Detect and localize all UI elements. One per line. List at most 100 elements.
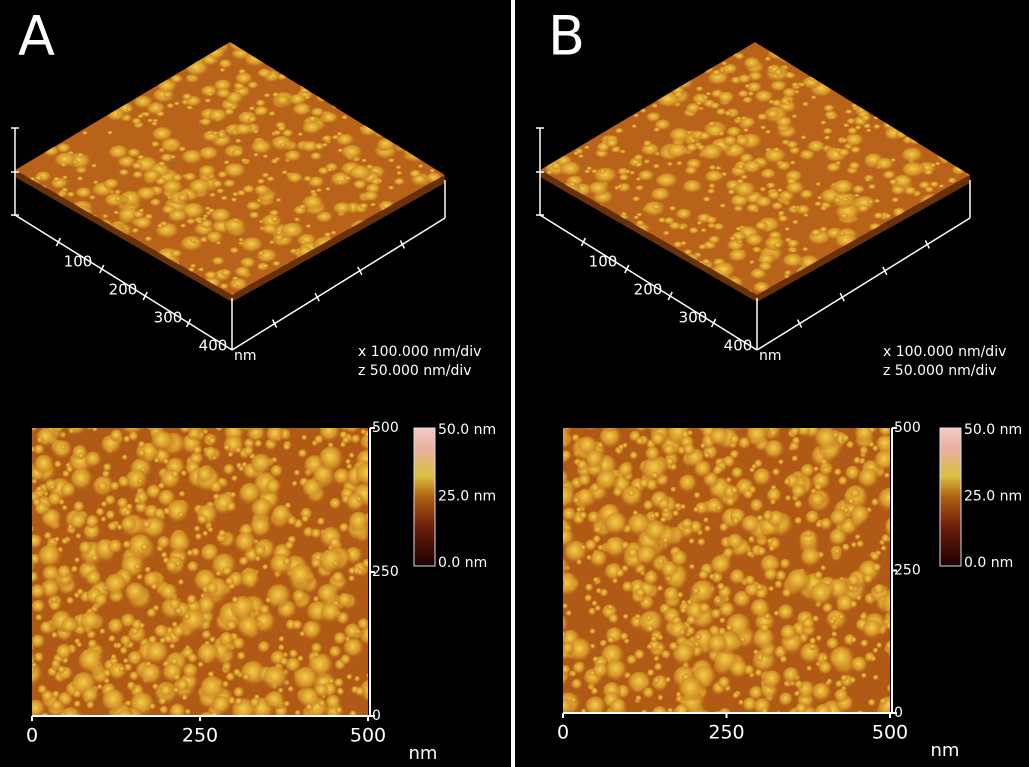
grain <box>792 114 798 118</box>
grain <box>623 614 629 620</box>
grain <box>805 531 811 537</box>
grain <box>709 183 716 188</box>
grain <box>126 107 133 112</box>
grain <box>355 687 365 697</box>
grain <box>809 644 815 650</box>
grain <box>321 603 342 624</box>
grain <box>255 556 261 562</box>
grain <box>586 555 592 561</box>
grain <box>158 697 167 706</box>
grain <box>349 165 372 181</box>
grain <box>178 579 184 585</box>
grain <box>697 145 706 151</box>
grain <box>708 236 720 245</box>
grain <box>634 154 644 161</box>
grain <box>880 698 887 705</box>
grain <box>164 635 173 644</box>
grain <box>560 162 583 178</box>
grain <box>687 430 693 436</box>
grain <box>198 662 204 668</box>
grain <box>188 654 198 664</box>
grain <box>588 608 596 616</box>
grain <box>340 655 351 666</box>
grain <box>78 649 104 675</box>
grain <box>200 676 225 701</box>
grain <box>263 154 269 158</box>
grain <box>807 140 826 153</box>
grain <box>731 487 739 495</box>
grain <box>108 540 123 555</box>
grain <box>34 455 54 475</box>
grain <box>354 676 360 682</box>
grain <box>596 588 602 594</box>
grain <box>697 538 706 547</box>
grain <box>669 128 691 144</box>
grain <box>669 642 679 652</box>
grain <box>52 691 60 699</box>
grain <box>299 631 305 637</box>
grain <box>91 555 98 562</box>
grain <box>339 523 349 533</box>
grain <box>131 628 139 636</box>
grain <box>197 467 214 484</box>
grain <box>620 150 626 155</box>
grain <box>747 551 753 557</box>
grain <box>332 572 344 584</box>
colorbar-label: 50.0 nm <box>964 422 1022 438</box>
grain <box>132 162 143 170</box>
grain <box>794 500 803 509</box>
grain <box>311 528 322 539</box>
map-y-tick-label: 250 <box>372 564 399 580</box>
map-x-tick-label: 0 <box>26 725 38 747</box>
grain <box>35 614 42 621</box>
grain <box>239 557 249 567</box>
height-map <box>545 408 908 732</box>
grain <box>794 691 800 697</box>
grain <box>348 575 355 582</box>
grain <box>745 575 756 586</box>
grain <box>143 170 161 183</box>
grain <box>343 437 350 444</box>
grain <box>302 479 322 499</box>
grain <box>749 260 755 264</box>
grain <box>827 679 833 685</box>
grain <box>764 440 785 461</box>
grain <box>823 128 833 135</box>
grain <box>322 135 333 143</box>
grain <box>760 125 767 130</box>
grain <box>346 674 352 680</box>
grain <box>873 124 881 130</box>
grain <box>694 492 701 499</box>
grain <box>140 467 146 473</box>
grain <box>302 121 322 135</box>
grain <box>203 55 218 66</box>
grain <box>925 186 935 193</box>
grain <box>692 587 700 595</box>
grain <box>675 503 681 509</box>
grain <box>708 121 716 126</box>
grain <box>687 599 694 606</box>
grain <box>827 163 842 174</box>
grain <box>430 169 436 173</box>
grain <box>584 170 591 175</box>
grain <box>306 224 312 228</box>
grain <box>764 568 778 582</box>
grain <box>824 105 836 113</box>
grain <box>187 550 194 557</box>
map-unit: nm <box>931 740 960 761</box>
grain <box>834 689 849 704</box>
grain <box>868 699 876 707</box>
grain <box>738 700 744 706</box>
grain <box>620 633 629 642</box>
grain <box>98 482 109 493</box>
grain <box>248 82 259 90</box>
grain <box>311 558 322 569</box>
grain <box>600 170 606 174</box>
grain <box>744 57 762 69</box>
grain <box>777 161 792 171</box>
grain <box>262 564 268 570</box>
grain <box>332 135 339 140</box>
grain <box>199 147 220 162</box>
grain <box>258 641 271 654</box>
grain <box>772 468 780 476</box>
